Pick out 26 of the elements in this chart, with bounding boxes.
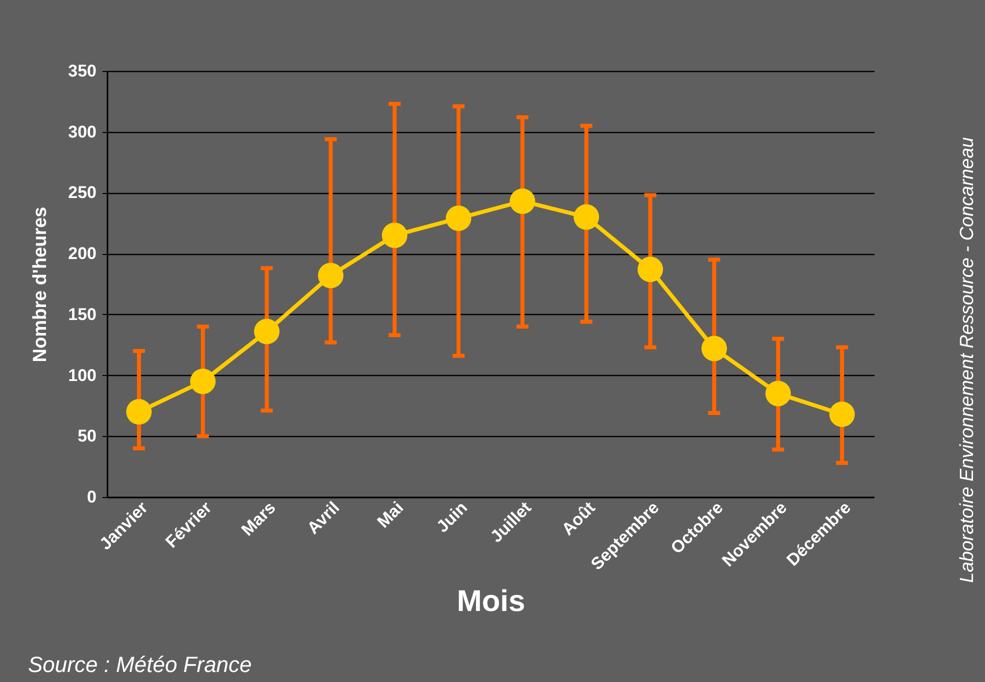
y-tick-label: 200: [68, 244, 96, 264]
point: [446, 206, 472, 231]
text: Laboratoire Environnement Ressource - Concarneau: [957, 137, 979, 583]
y-tick-label: 50: [78, 426, 96, 446]
point: [318, 262, 344, 288]
point: [254, 318, 280, 344]
x-tick-label: Juin: [432, 498, 472, 536]
source-note: Source : Météo France: [28, 652, 252, 678]
x-tick-label: Mai: [374, 498, 408, 532]
point: [574, 204, 600, 230]
y-tick-label: 150: [68, 304, 96, 324]
y-axis-title: Nombre d'heures: [30, 206, 52, 362]
point: [190, 368, 216, 394]
point: [765, 380, 791, 406]
y-tick-label: 0: [87, 488, 96, 506]
point: [510, 188, 536, 214]
point: [829, 402, 855, 427]
y-tick-label: 100: [68, 366, 96, 385]
point: [701, 336, 727, 362]
y-tick-label: 350: [68, 62, 96, 80]
y-tick-label: 250: [68, 183, 96, 202]
y-tick-label: 300: [68, 122, 96, 142]
x-axis-title: Mois: [456, 584, 526, 618]
point: [382, 222, 408, 248]
point: [126, 399, 152, 425]
point: [638, 256, 664, 282]
